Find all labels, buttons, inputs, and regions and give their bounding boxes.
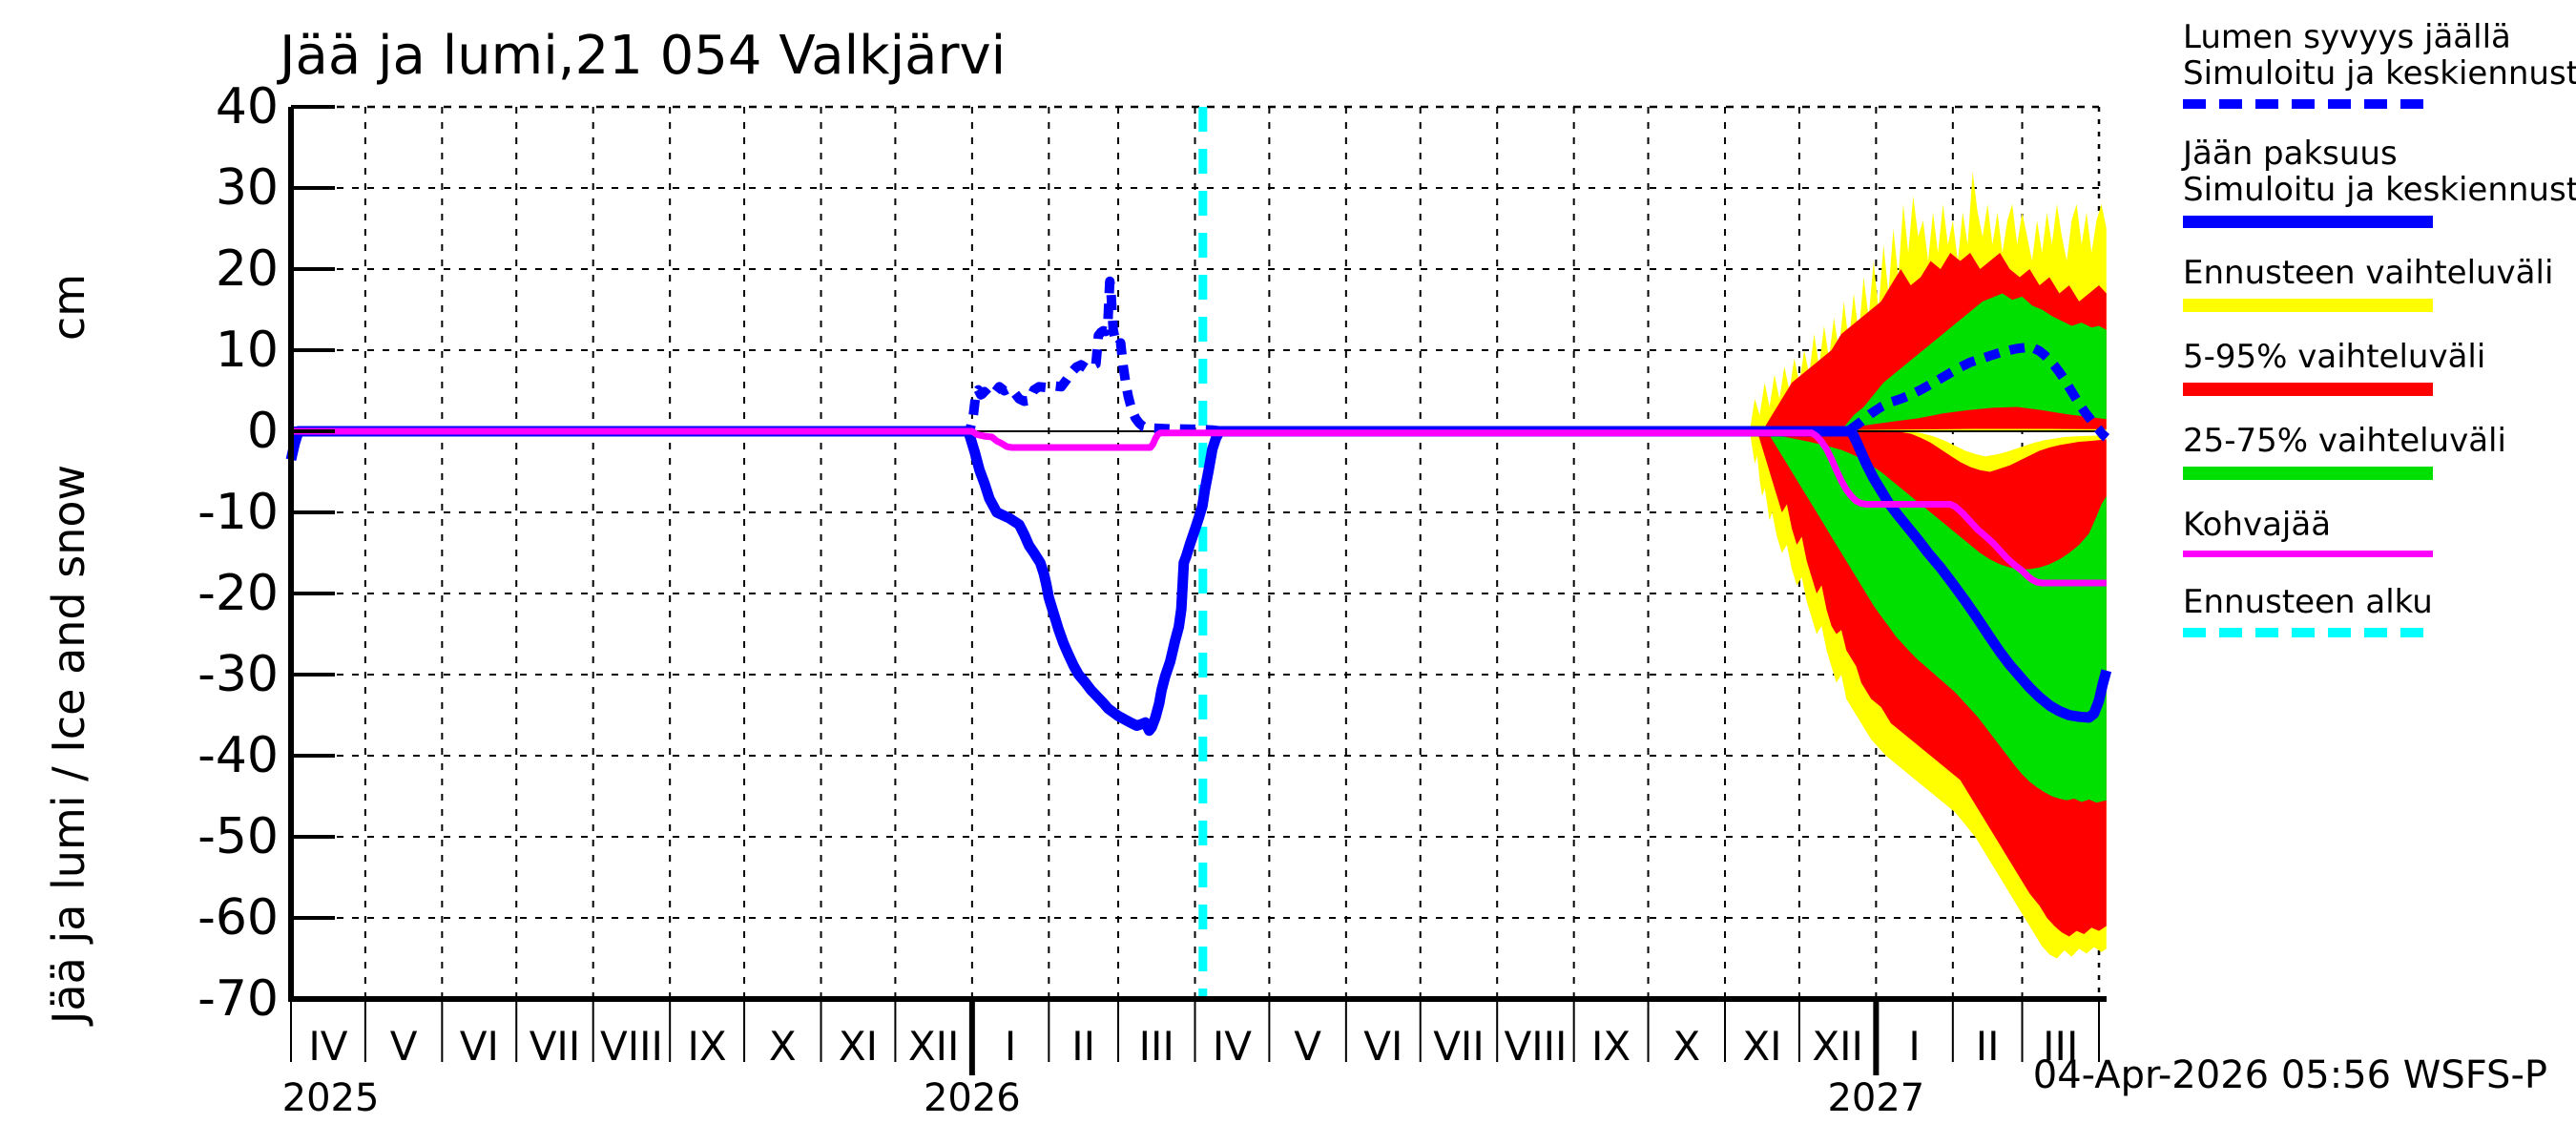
series-kohvajaa bbox=[291, 427, 2107, 587]
x-tick-label-month: X bbox=[1672, 1023, 1701, 1070]
x-tick-label-year: 2027 bbox=[1827, 1076, 1925, 1120]
x-tick-label-month: XII bbox=[1812, 1023, 1863, 1070]
x-tick-label-month: II bbox=[1975, 1023, 2000, 1070]
y-tick-label: 20 bbox=[215, 240, 279, 298]
x-tick-label-month: IV bbox=[308, 1023, 348, 1070]
legend-line-swatch bbox=[2183, 467, 2433, 480]
legend-label: Jään paksuus bbox=[2183, 135, 2398, 173]
y-tick-label: -20 bbox=[197, 565, 279, 622]
legend-label: Ennusteen alku bbox=[2183, 583, 2433, 621]
legend-item: 5-95% vaihteluväli bbox=[2183, 339, 2568, 396]
y-tick-label: -60 bbox=[197, 889, 279, 947]
band-ice_green bbox=[1769, 433, 2107, 803]
legend-item: Lumen syvyys jäällä Simuloitu ja keskienn… bbox=[2183, 18, 2576, 109]
x-tick-label-year: 2026 bbox=[923, 1076, 1021, 1120]
legend-item: Kohvajää bbox=[2183, 507, 2568, 557]
legend-item: Jään paksuus Simuloitu ja keskiennuste bbox=[2183, 135, 2576, 228]
legend-label: 25-75% vaihteluväli bbox=[2183, 422, 2506, 460]
legend-label: 5-95% vaihteluväli bbox=[2183, 338, 2486, 376]
legend-label: Simuloitu ja keskiennuste bbox=[2183, 54, 2576, 93]
timestamp: 04-Apr-2026 05:56 WSFS-P bbox=[2032, 1053, 2547, 1097]
legend-item: Ennusteen vaihteluväli bbox=[2183, 255, 2568, 312]
x-tick-label-month: V bbox=[389, 1023, 418, 1070]
x-tick-label-month: X bbox=[768, 1023, 797, 1070]
x-tick-label-month: I bbox=[1908, 1023, 1921, 1070]
x-tick-label-month: VI bbox=[459, 1023, 499, 1070]
y-tick-label: 0 bbox=[246, 403, 279, 460]
x-tick-label-month: VII bbox=[1433, 1023, 1485, 1070]
x-tick-label-month: XI bbox=[1742, 1023, 1782, 1070]
legend-line-swatch bbox=[2183, 551, 2433, 557]
legend-line-swatch bbox=[2183, 299, 2433, 312]
y-tick-label: 40 bbox=[215, 78, 279, 135]
legend-item: 25-75% vaihteluväli bbox=[2183, 423, 2568, 480]
x-tick-label-month: IX bbox=[687, 1023, 727, 1070]
legend-label: Simuloitu ja keskiennuste bbox=[2183, 171, 2576, 209]
legend-line-swatch bbox=[2183, 383, 2433, 396]
legend-label: Lumen syvyys jäällä bbox=[2183, 18, 2511, 56]
x-tick-label-month: IX bbox=[1591, 1023, 1631, 1070]
legend-line-swatch bbox=[2183, 628, 2433, 637]
legend-item: Ennusteen alku bbox=[2183, 584, 2568, 637]
x-tick-label-month: VI bbox=[1363, 1023, 1403, 1070]
series-ice_thickness bbox=[285, 426, 2112, 737]
legend-label: Kohvajää bbox=[2183, 506, 2332, 544]
legend-line-swatch bbox=[2183, 99, 2433, 109]
y-tick-label: -50 bbox=[197, 808, 279, 865]
band-snow_green bbox=[1843, 293, 2107, 429]
y-tick-label: -40 bbox=[197, 727, 279, 784]
x-tick-label-year: 2025 bbox=[281, 1076, 380, 1120]
x-tick-label-month: III bbox=[2043, 1023, 2079, 1070]
x-tick-label-month: XI bbox=[838, 1023, 879, 1070]
x-tick-label-month: II bbox=[1071, 1023, 1096, 1070]
y-tick-label: 30 bbox=[215, 159, 279, 217]
x-tick-label-month: III bbox=[1138, 1023, 1174, 1070]
x-tick-label-month: VIII bbox=[599, 1023, 663, 1070]
y-tick-label: -70 bbox=[197, 970, 279, 1028]
legend-line-swatch bbox=[2183, 216, 2433, 228]
x-tick-label-month: V bbox=[1294, 1023, 1321, 1070]
x-tick-label-month: VII bbox=[529, 1023, 581, 1070]
x-tick-label-month: IV bbox=[1212, 1023, 1252, 1070]
x-tick-label-month: I bbox=[1004, 1023, 1017, 1070]
x-tick-label-month: XII bbox=[907, 1023, 960, 1070]
y-tick-label: -10 bbox=[197, 484, 279, 541]
y-tick-label: 10 bbox=[215, 322, 279, 379]
legend: Lumen syvyys jäällä Simuloitu ja keskienn… bbox=[2183, 18, 2576, 664]
y-tick-label: -30 bbox=[197, 646, 279, 703]
chart-title: Jää ja lumi,21 054 Valkjärvi bbox=[280, 25, 1007, 87]
x-tick-label-month: VIII bbox=[1504, 1023, 1568, 1070]
legend-label: Ennusteen vaihteluväli bbox=[2183, 254, 2554, 292]
